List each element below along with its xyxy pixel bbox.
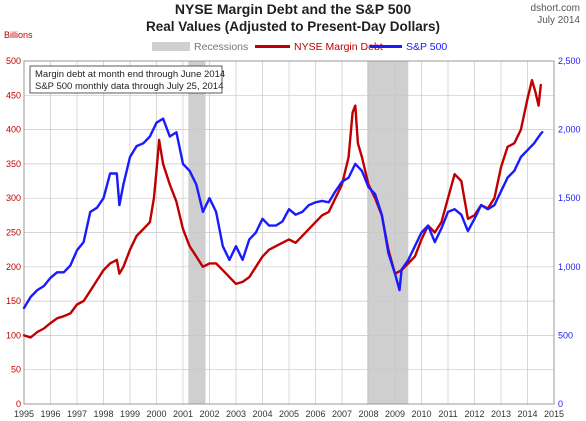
- x-tick-label: 2002: [199, 409, 219, 419]
- annotation-box: Margin debt at month end through June 20…: [29, 65, 225, 94]
- x-tick-label: 1999: [120, 409, 140, 419]
- x-tick-label: 2015: [544, 409, 564, 419]
- annotation-line2: S&P 500 monthly data through July 25, 20…: [35, 81, 223, 92]
- date-label: July 2014: [537, 15, 580, 26]
- y-left-tick-label: 450: [6, 90, 21, 100]
- axis-ticks: 1995 1996 1997 1998 1999 2000 2001 2002 2003 2004…: [6, 56, 581, 419]
- legend-swatch-recessions: [152, 42, 190, 51]
- chart-title-line2: Real Values (Adjusted to Present-Day Dol…: [146, 19, 440, 34]
- x-tick-label: 2003: [226, 409, 246, 419]
- legend-label-margin: NYSE Margin Debt: [294, 41, 383, 53]
- x-tick-label: 2012: [464, 409, 484, 419]
- source-label: dshort.com: [531, 3, 580, 14]
- x-tick-label: 2013: [491, 409, 511, 419]
- x-tick-label: 2005: [279, 409, 299, 419]
- y-left-tick-label: 0: [16, 399, 21, 409]
- chart-title-line1: NYSE Margin Debt and the S&P 500: [175, 1, 411, 17]
- y-right-tick-label: 1,500: [558, 193, 581, 203]
- y-left-tick-label: 200: [6, 262, 21, 272]
- x-tick-label: 2009: [385, 409, 405, 419]
- x-tick-label: 2004: [252, 409, 272, 419]
- annotation-line1: Margin debt at month end through June 20…: [35, 69, 225, 80]
- y-left-tick-label: 250: [6, 228, 21, 238]
- x-tick-label: 2011: [438, 409, 457, 419]
- x-tick-label: 2001: [173, 409, 193, 419]
- series-line-sp500: [22, 117, 544, 310]
- y-left-tick-label: 400: [6, 125, 21, 135]
- x-tick-label: 1996: [40, 409, 60, 419]
- legend: Recessions NYSE Margin Debt S&P 500: [152, 41, 447, 53]
- x-tick-label: 1997: [67, 409, 87, 419]
- grid: [24, 61, 554, 404]
- y-left-tick-label: 300: [6, 193, 21, 203]
- x-tick-label: 2000: [146, 409, 166, 419]
- y-left-tick-label: 50: [11, 365, 21, 375]
- y-left-tick-label: 500: [6, 56, 21, 66]
- plot-frame: [23, 60, 555, 405]
- y-right-tick-label: 500: [558, 330, 573, 340]
- x-tick-label: 2010: [411, 409, 431, 419]
- y-right-tick-label: 0: [558, 399, 563, 409]
- y-right-tick-label: 2,500: [558, 56, 581, 66]
- x-tick-label: 2006: [305, 409, 325, 419]
- x-tick-label: 2007: [332, 409, 352, 419]
- y-left-tick-label: 350: [6, 159, 21, 169]
- y-left-tick-label: 100: [6, 330, 21, 340]
- x-tick-label: 2014: [517, 409, 537, 419]
- x-tick-label: 2008: [358, 409, 378, 419]
- legend-label-recessions: Recessions: [194, 41, 248, 53]
- x-tick-label: 1995: [14, 409, 34, 419]
- left-axis-unit: Billions: [4, 30, 33, 40]
- x-tick-label: 1998: [93, 409, 113, 419]
- series-lines: [22, 79, 544, 339]
- y-left-tick-label: 150: [6, 296, 21, 306]
- legend-label-sp500: S&P 500: [406, 41, 447, 53]
- y-right-tick-label: 2,000: [558, 125, 581, 135]
- series-line-margin-debt: [22, 79, 542, 339]
- y-right-tick-label: 1,000: [558, 262, 581, 272]
